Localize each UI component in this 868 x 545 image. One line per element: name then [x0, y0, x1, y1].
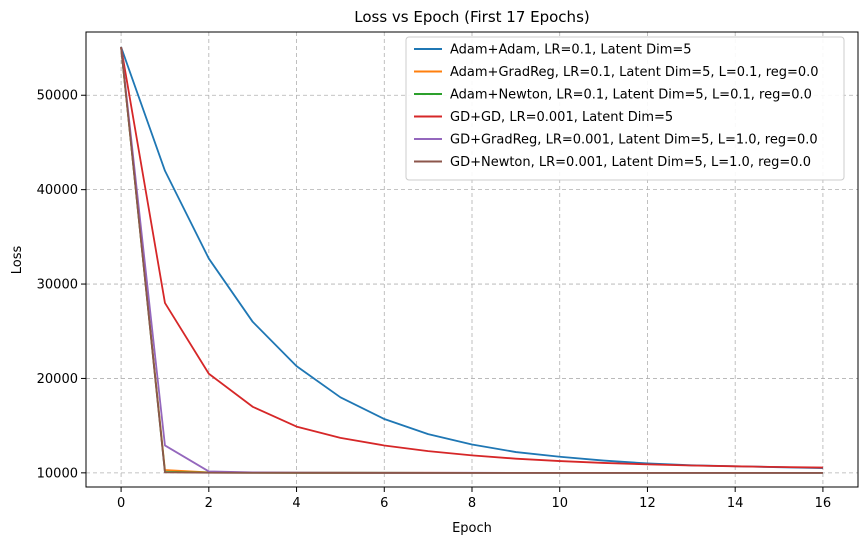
x-tick-label: 14: [727, 496, 744, 511]
legend-label: GD+Newton, LR=0.001, Latent Dim=5, L=1.0…: [450, 155, 811, 170]
series-lines: [120, 46, 823, 474]
x-tick-label: 4: [292, 496, 300, 511]
chart-title: Loss vs Epoch (First 17 Epochs): [354, 8, 589, 26]
x-tick-label: 16: [815, 496, 832, 511]
legend-label: GD+GD, LR=0.001, Latent Dim=5: [450, 110, 673, 125]
y-tick-label: 50000: [37, 89, 78, 104]
y-tick-label: 20000: [37, 372, 78, 387]
legend-box: [405, 36, 845, 181]
y-tick-label: 40000: [37, 183, 78, 198]
series-line: [120, 47, 823, 474]
x-axis-label: Epoch: [452, 521, 492, 536]
x-tick-label: 10: [551, 496, 568, 511]
y-tick-label: 30000: [37, 278, 78, 293]
x-axis-ticks: 0 2 4 6 8 10 12 14 16: [117, 487, 831, 511]
y-axis-label: Loss: [10, 246, 25, 275]
legend-label: Adam+Adam, LR=0.1, Latent Dim=5: [450, 43, 692, 58]
y-tick-label: 10000: [37, 466, 78, 481]
x-tick-label: 2: [205, 496, 213, 511]
series-line: [120, 46, 823, 469]
legend-label: Adam+Newton, LR=0.1, Latent Dim=5, L=0.1…: [450, 88, 812, 103]
x-tick-label: 0: [117, 496, 125, 511]
x-tick-label: 12: [639, 496, 656, 511]
x-tick-label: 8: [468, 496, 476, 511]
legend-label: GD+GradReg, LR=0.001, Latent Dim=5, L=1.…: [450, 133, 818, 148]
legend-label: Adam+GradReg, LR=0.1, Latent Dim=5, L=0.…: [450, 65, 819, 80]
x-tick-label: 6: [380, 496, 388, 511]
legend: Adam+Adam, LR=0.1, Latent Dim=5 Adam+Grad…: [405, 36, 845, 181]
y-axis-ticks: 10000 20000 30000 40000 50000: [37, 89, 86, 481]
